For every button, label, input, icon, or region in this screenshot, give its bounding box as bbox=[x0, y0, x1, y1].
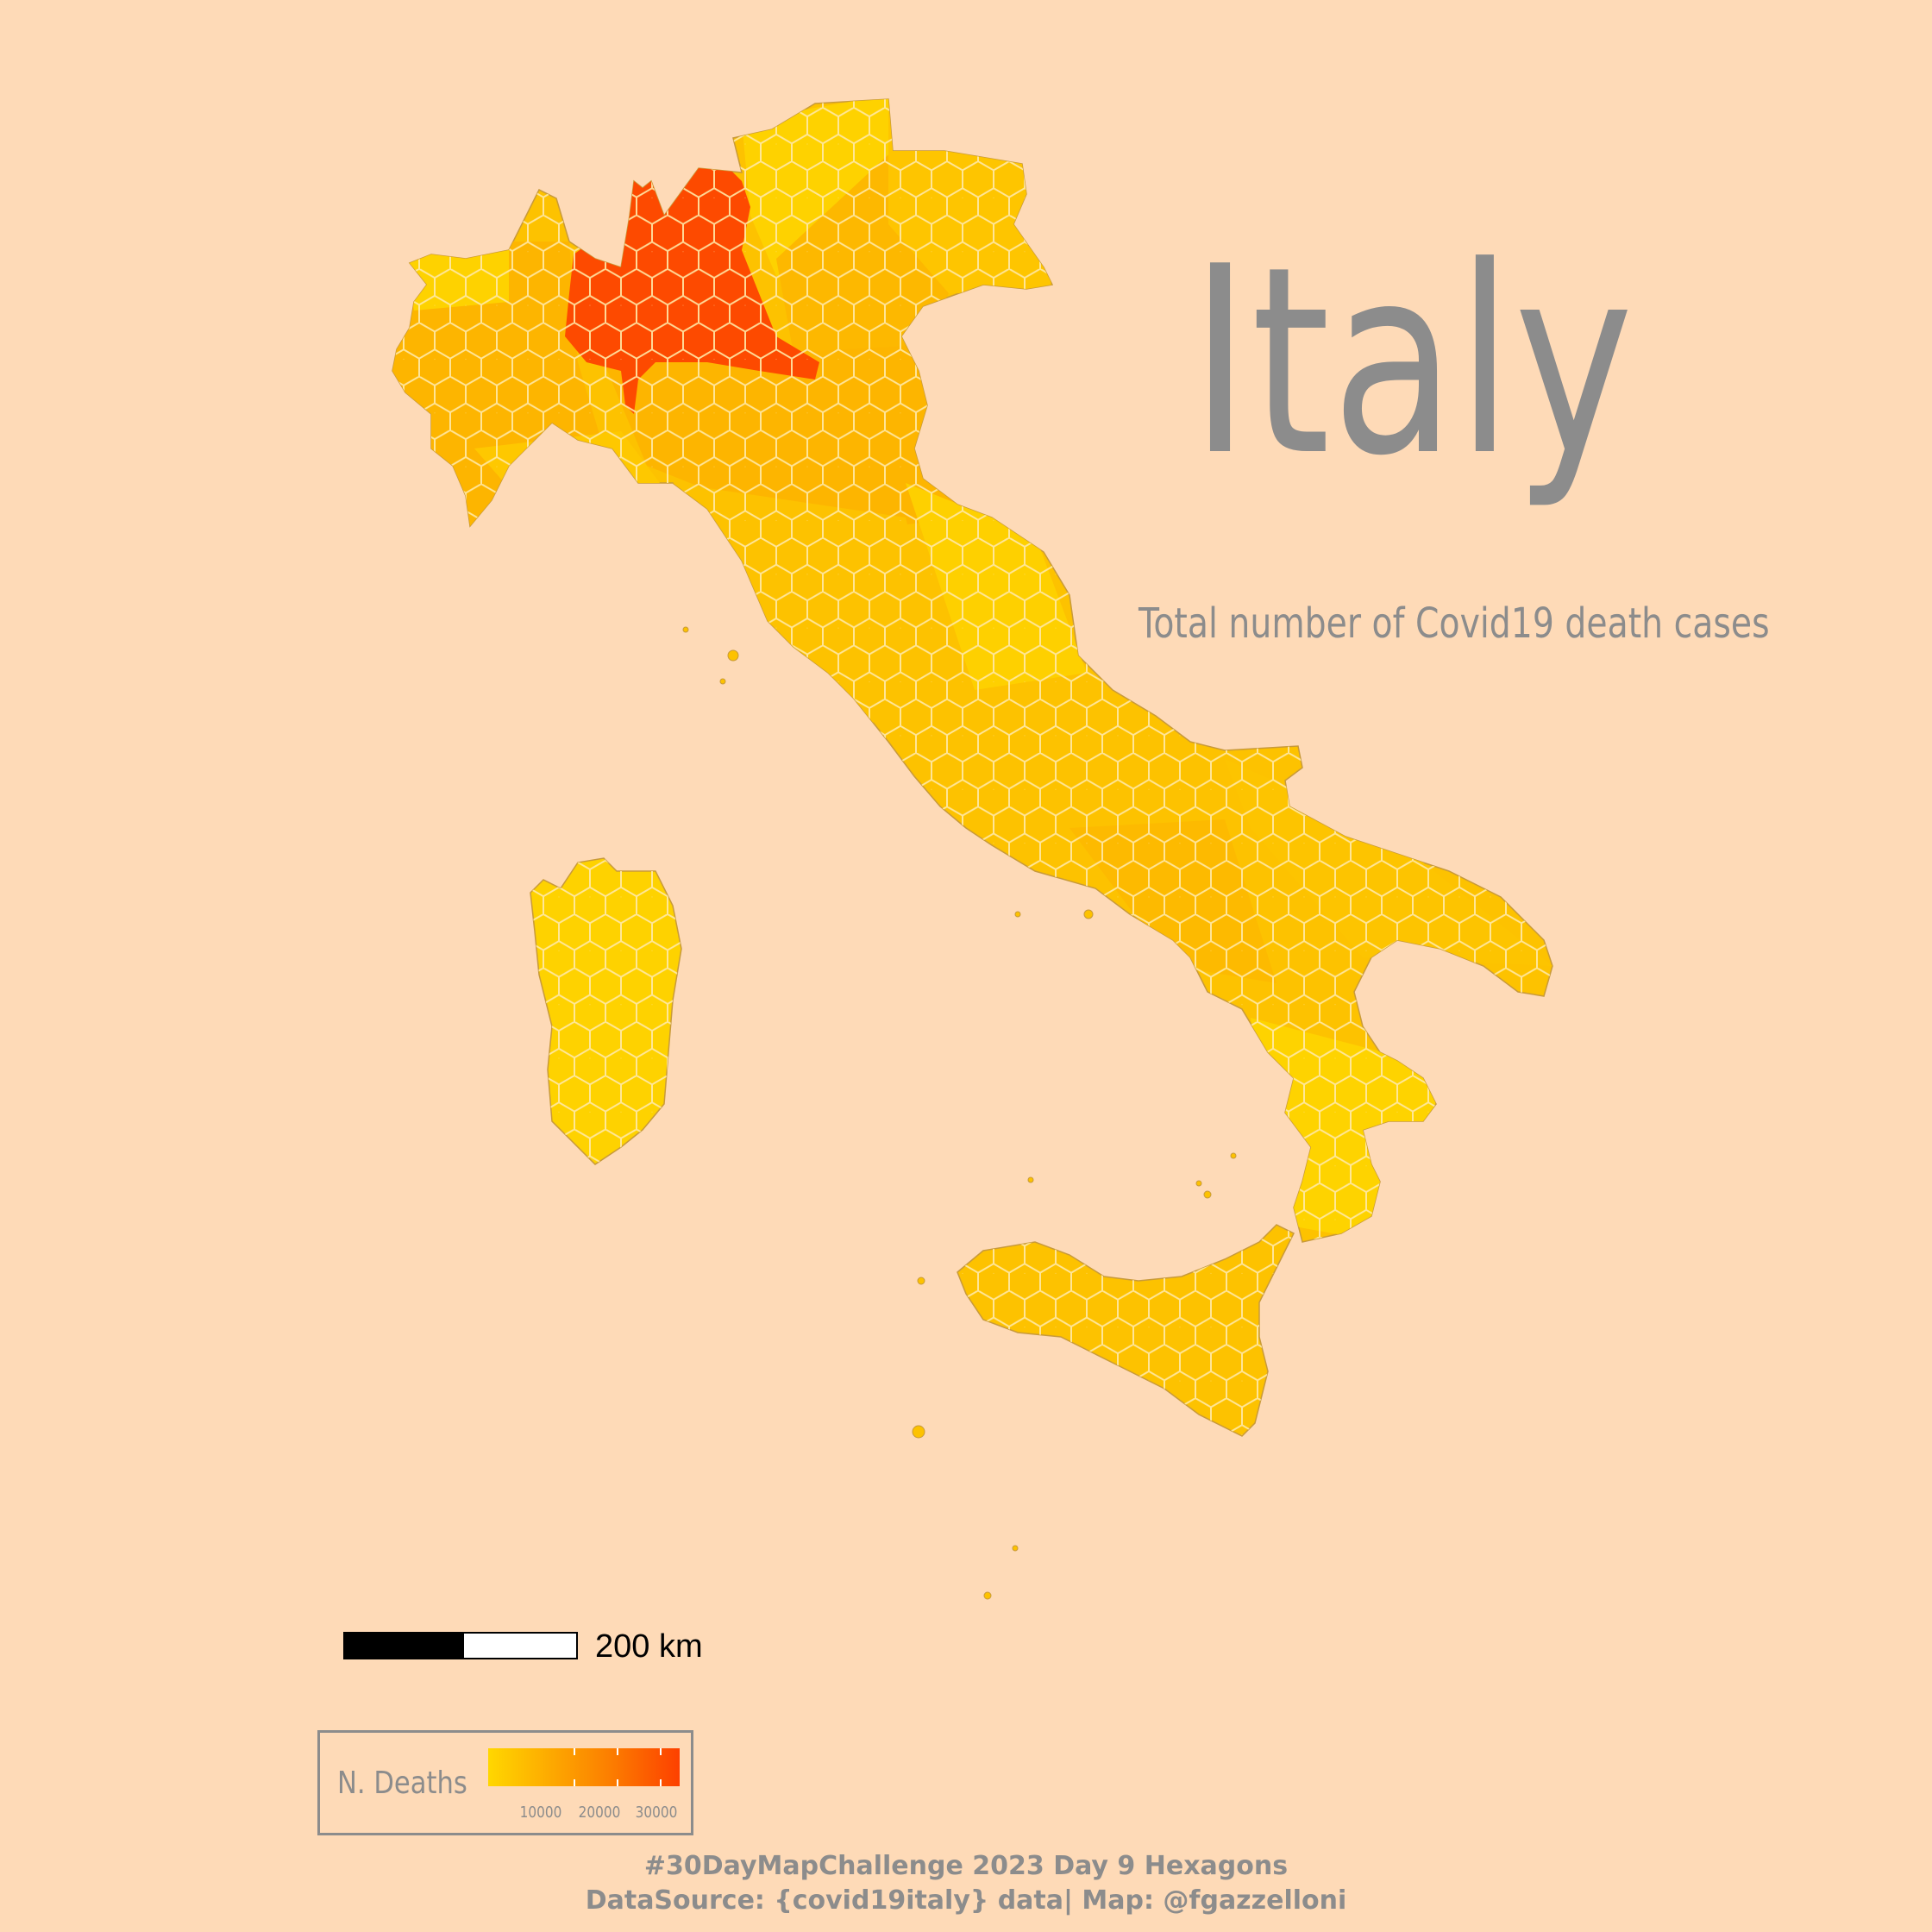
legend-tick-mark bbox=[617, 1748, 618, 1755]
caption-challenge: #30DayMapChallenge 2023 Day 9 Hexagons bbox=[643, 1851, 1289, 1881]
scale-bar-white-segment bbox=[462, 1632, 578, 1659]
legend-tick-label: 30000 bbox=[635, 1803, 678, 1822]
island-capraia bbox=[682, 626, 689, 633]
island-giglio bbox=[719, 678, 726, 685]
scale-bar-label: 200 km bbox=[595, 1628, 703, 1665]
legend-tick-label: 20000 bbox=[578, 1803, 621, 1822]
legend-tick-mark bbox=[660, 1748, 662, 1755]
island-aeolian-1 bbox=[1203, 1190, 1212, 1199]
island-elba bbox=[727, 649, 739, 662]
legend-tick-mark bbox=[574, 1779, 575, 1786]
scale-bar bbox=[343, 1632, 578, 1659]
scale-bar-black-segment bbox=[343, 1632, 464, 1659]
legend-tick-mark bbox=[660, 1779, 662, 1786]
island-ustica bbox=[1027, 1176, 1034, 1183]
legend-title: N. Deaths bbox=[337, 1766, 467, 1801]
island-pantelleria bbox=[912, 1425, 925, 1439]
legend-tick-mark bbox=[574, 1748, 575, 1755]
island-linosa bbox=[1012, 1545, 1019, 1552]
island-ponza bbox=[1014, 911, 1021, 918]
map-subtitle: Total number of Covid19 death cases bbox=[1138, 599, 1770, 648]
island-aeolian-2 bbox=[1195, 1180, 1202, 1187]
legend-tick-mark bbox=[617, 1779, 618, 1786]
color-legend: N. Deaths 10000 20000 30000 bbox=[317, 1730, 693, 1835]
legend-tick-label: 10000 bbox=[519, 1803, 562, 1822]
island-ischia bbox=[1083, 909, 1094, 919]
legend-gradient-bar bbox=[488, 1748, 680, 1786]
island-lampedusa bbox=[983, 1591, 992, 1600]
island-egadi bbox=[917, 1276, 925, 1285]
map-title: Italy bbox=[1190, 211, 1635, 512]
caption-source: DataSource: {covid19italy} data| Map: @f… bbox=[585, 1885, 1347, 1916]
island-tremiti bbox=[1230, 1152, 1237, 1159]
